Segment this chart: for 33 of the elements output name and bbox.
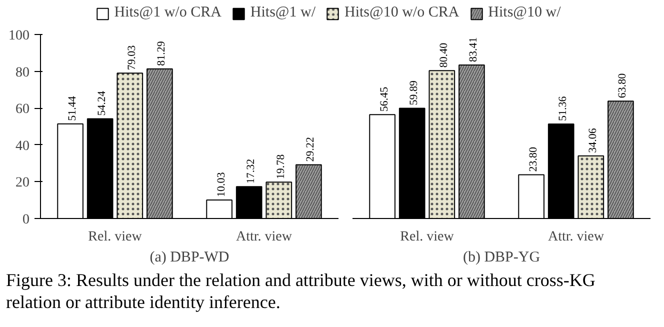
data-label: 56.45 (378, 86, 390, 112)
legend-label: Hits@10 w/o CRA (344, 4, 460, 22)
y-tick-label: 0 (22, 212, 30, 228)
data-label: 19.78 (274, 154, 287, 180)
data-label: 51.44 (66, 96, 78, 121)
x-tick-label: Rel. view (88, 230, 143, 244)
data-label: 80.40 (438, 42, 450, 68)
data-label: 83.41 (468, 37, 480, 62)
legend-label: Hits@1 w/ (250, 4, 316, 22)
y-tick-label: 80 (16, 65, 30, 80)
x-axis-title: (a) DBP-WD (150, 250, 230, 266)
x-axis-title: (b) DBP-YG (462, 250, 540, 266)
x-tick-label: Attr. view (548, 230, 605, 244)
legend-label: Hits@10 w/ (488, 4, 561, 22)
data-label: 51.36 (557, 96, 570, 121)
legend-label: Hits@1 w/o CRA (114, 4, 222, 22)
x-tick-label: Attr. view (236, 230, 293, 244)
data-label: 54.24 (96, 90, 108, 116)
y-tick-label: 100 (8, 28, 30, 44)
data-label: 10.03 (215, 172, 228, 198)
data-label: 23.80 (527, 146, 540, 172)
y-tick-label: 60 (16, 102, 30, 118)
y-tick-label: 40 (16, 138, 30, 154)
caption: Figure 3: Results under the relation and attribute views, with or without cross-KG relation or attribute identity inference. (6, 270, 596, 314)
data-label: 59.89 (408, 80, 420, 106)
data-label: 79.03 (126, 44, 138, 70)
x-tick-label: Rel. view (400, 230, 455, 244)
y-tick-label: 20 (16, 176, 30, 191)
data-label: 29.22 (304, 136, 317, 162)
data-label: 63.80 (616, 72, 629, 98)
data-label: 81.29 (156, 40, 168, 66)
data-label: 17.32 (245, 158, 258, 184)
data-label: 34.06 (586, 128, 599, 153)
